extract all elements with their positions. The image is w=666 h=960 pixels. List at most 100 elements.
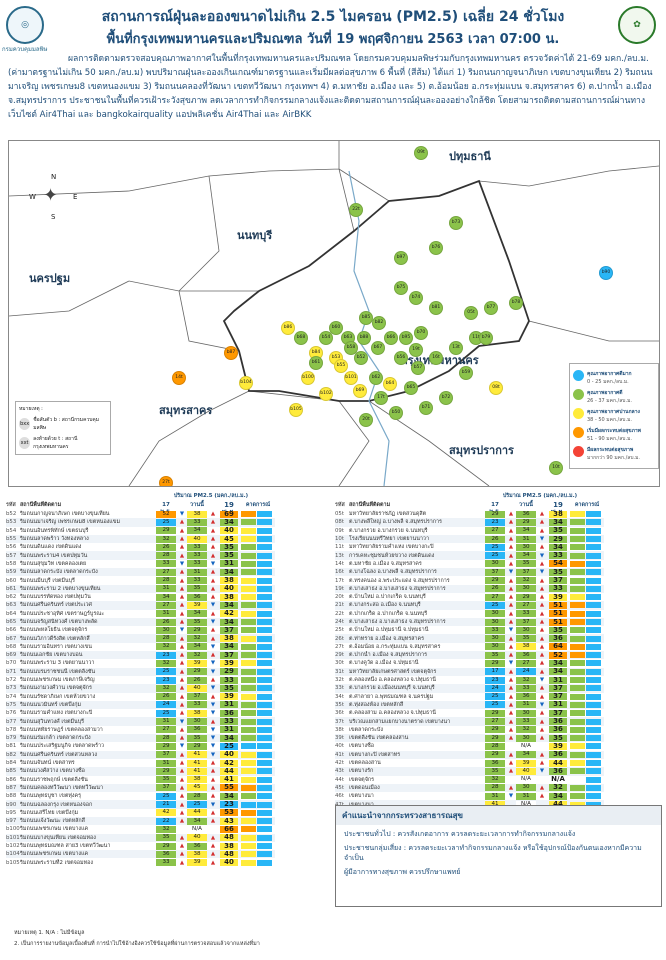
- value-day3: 52: [549, 651, 567, 659]
- station-code: b52: [6, 511, 17, 518]
- station-name: ริมถนนหทัยราษฎร์ เขตคลองสามวา: [20, 726, 103, 733]
- station-code: b59: [6, 569, 17, 576]
- station-marker: b77: [484, 301, 498, 315]
- value-day1: 30: [485, 618, 505, 626]
- forecast-bar: [257, 668, 272, 675]
- value-day1: 36: [485, 759, 505, 767]
- trend-arrow-icon: ▲: [508, 677, 514, 684]
- value-day3: 38: [220, 593, 238, 601]
- forecast-bar: [241, 527, 256, 534]
- station-name: ริมถนนแจ้งวัฒนะ เขตหลักสี่: [20, 818, 85, 825]
- forecast-bar: [570, 652, 585, 659]
- value-day3: 66: [220, 825, 238, 833]
- legend-label: คุณภาพอากาศปานกลาง: [587, 409, 640, 415]
- forecast-bar: [586, 594, 601, 601]
- forecast-bar: [586, 652, 601, 659]
- forecast-bar: [241, 718, 256, 725]
- value-day2: 30: [516, 734, 536, 742]
- value-day2: 34: [516, 552, 536, 560]
- value-day2: 40: [187, 834, 207, 842]
- table-row: 16t ต.บางโฉลง อ.บางพลี จ.สมุทรปราการ 37 ▼ 37…: [335, 568, 604, 577]
- value-day3: 35: [549, 568, 567, 576]
- table-row: 26t ต.ท่าทราย อ.เมือง จ.สมุทรสาคร 30 ▲ 35 ▲ 36: [335, 634, 604, 643]
- forecast-bar: [586, 519, 601, 526]
- station-marker: b61: [309, 356, 323, 370]
- forecast-bar: [570, 693, 585, 700]
- pcd-logo-icon: ◎: [21, 20, 29, 30]
- trend-arrow-icon: ▲: [179, 519, 185, 526]
- forecast-bar: [257, 768, 272, 775]
- table-row: 35t ต.ทุ่งสองห้อง เขตหลักสี่ 25 ▲ 31 ▼ 31: [335, 700, 604, 710]
- value-day2: 35: [516, 560, 536, 568]
- trend-arrow-icon: ▲: [210, 851, 216, 858]
- value-day1: 32: [156, 684, 176, 692]
- forecast-bar: [241, 809, 256, 816]
- forecast-bar: [257, 751, 272, 758]
- value-day2: 33: [187, 560, 207, 568]
- trend-arrow-icon: ▲: [508, 643, 514, 650]
- table-row: b95 ริมถนนเสรีไทย เขตบึงกุ่ม 42 ▲ 44 ▲ 53: [6, 809, 275, 817]
- station-name: ริมถนนพระรามที่2 เขตจอมทอง: [20, 859, 93, 866]
- value-day2: 33: [187, 701, 207, 709]
- value-day1: 27: [156, 726, 176, 734]
- trend-arrow-icon: ▲: [508, 536, 514, 543]
- forecast-bar: [586, 801, 601, 808]
- value-day1: 27: [485, 593, 505, 601]
- advice-risk-group: ประชาชนกลุ่มเสี่ยง : ควรลดระยะเวลาทำกิจก…: [344, 844, 642, 862]
- units-header: ปริมาณ PM2.5 (มคก./ลบ.ม.): [173, 493, 249, 499]
- table-row: b74 ริมถนนรัชดาภิเษก เขตห้วยขวาง 26 ▲ 37 ▲ 39: [6, 693, 275, 701]
- trend-arrow-icon: ▲: [210, 552, 216, 559]
- value-day1: 31: [156, 585, 176, 593]
- forecast-bar: [257, 801, 272, 808]
- forecast-bar: [257, 710, 272, 717]
- value-day1: 29: [485, 709, 505, 717]
- value-day1: 26: [156, 543, 176, 551]
- value-day3: 34: [220, 792, 238, 800]
- value-day3: 44: [549, 759, 567, 767]
- station-marker: b62: [369, 371, 383, 385]
- station-marker: 20t: [359, 413, 373, 427]
- trend-arrow-icon: ▲: [508, 760, 514, 767]
- value-day2: 33: [516, 718, 536, 726]
- advice-general: ประชาชนทั่วไป : ควรสังเกตอาการ ควรลดระยะ…: [344, 830, 576, 838]
- station-code: b69: [6, 652, 17, 659]
- legend-range: มากกว่า 90 มคก./ลบ.ม.: [587, 455, 640, 461]
- station-code: 26t: [335, 635, 344, 642]
- forecast-bar: [586, 718, 601, 725]
- table-row: b56 ริมถนนดินแดง เขตดินแดง 26 ▲ 33 ▲ 35: [6, 543, 275, 551]
- trend-arrow-icon: ▲: [539, 577, 545, 584]
- table-row: 22t ต.ปากเกร็ด อ.ปากเกร็ด จ.นนทบุรี 30 ▲ 33 ▲…: [335, 610, 604, 618]
- forecast-bar: [570, 610, 585, 617]
- trend-arrow-icon: ▲: [508, 652, 514, 659]
- value-day3: 48: [220, 834, 238, 842]
- trend-arrow-icon: ▲: [210, 859, 216, 866]
- value-day1: 23: [156, 651, 176, 659]
- station-marker: b104: [239, 376, 253, 390]
- trend-arrow-icon: ▼: [179, 511, 185, 518]
- forecast-bar: [570, 801, 585, 808]
- trend-arrow-icon: ▲: [508, 619, 514, 625]
- forecast-bar: [570, 768, 585, 775]
- legend-item: คุณภาพอากาศดี 26 - 37 มคก./ลบ.ม.: [573, 389, 655, 405]
- station-marker: b76: [429, 241, 443, 255]
- station-name: การเคหะชุมชนห้วยขวาง เขตดินแดง: [349, 552, 435, 559]
- trend-arrow-icon: ▲: [210, 677, 216, 684]
- trend-arrow-icon: ▲: [508, 784, 514, 791]
- table-row: b78 ริมถนนหทัยราษฎร์ เขตคลองสามวา 27 ▲ 36 ▼ 31: [6, 726, 275, 734]
- forecast-bar: [570, 760, 585, 767]
- station-name: ริมถนนเสรีไทย เขตบึงกุ่ม: [20, 809, 79, 816]
- forecast-bar: [257, 693, 272, 700]
- station-code: 29t: [335, 652, 344, 659]
- station-name: ริมถนนบางขุนเทียน เขตจอมทอง: [20, 834, 96, 841]
- pcd-logo-caption: กรมควบคุมมลพิษ: [2, 46, 48, 53]
- trend-arrow-icon: ▲: [210, 610, 216, 617]
- station-code: b75: [6, 701, 17, 708]
- station-name: เขตบางกะปิ เขตสาทร: [349, 751, 401, 758]
- station-code: 19t: [335, 585, 344, 592]
- station-name: มหาวิทยาลัยรามคำแหง เขตบางกะปิ: [349, 544, 434, 551]
- value-day3: 35: [220, 684, 238, 692]
- station-marker: b85: [359, 311, 373, 325]
- value-day2: 35: [516, 635, 536, 643]
- value-day2: N/A: [516, 742, 536, 750]
- station-name: ริมถนนอินทรพิทักษ์ เขตธนบุรี: [20, 527, 89, 534]
